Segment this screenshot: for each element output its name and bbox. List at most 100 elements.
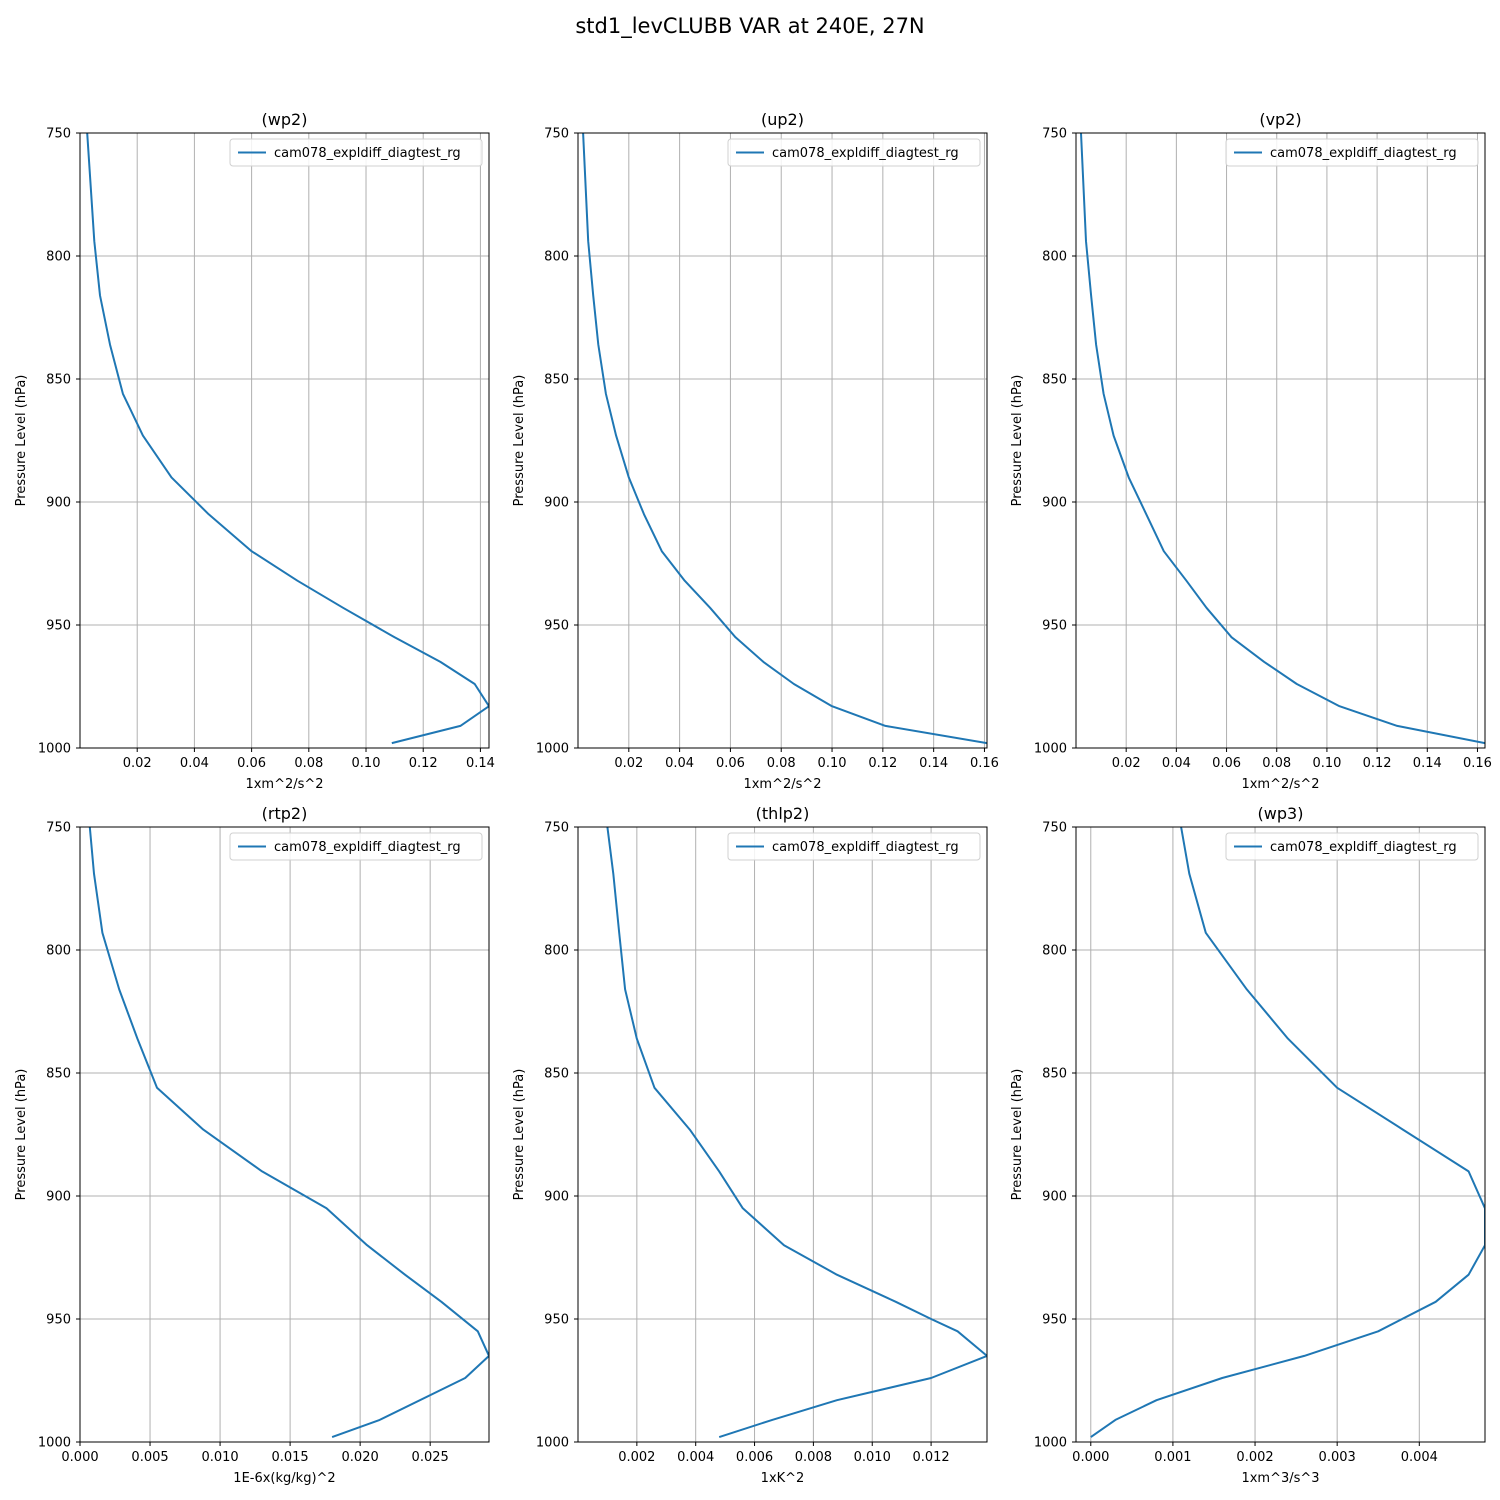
y-axis-label: Pressure Level (hPa)	[1010, 1069, 1025, 1201]
x-axis-label: 1E-6x(kg/kg)^2	[233, 1471, 335, 1486]
x-tick-label: 0.12	[868, 756, 897, 771]
x-tick-label: 0.04	[1162, 756, 1191, 771]
legend-box	[1225, 832, 1479, 861]
y-tick-label: 900	[1042, 1190, 1067, 1205]
y-tick-label: 800	[1042, 944, 1067, 959]
legend-label: cam078_expldiff_diagtest_rg	[274, 840, 461, 855]
legend-label: cam078_expldiff_diagtest_rg	[772, 840, 959, 855]
x-axis-label: 1xm^2/s^2	[743, 777, 821, 792]
chart-panel: 0.000 0.005 0.010 0.015 0.020 0.025 750 800 850 9…	[14, 804, 490, 1486]
x-tick-label: 0.003	[1319, 1450, 1356, 1465]
x-axis-label: 1xm^2/s^2	[1241, 777, 1319, 792]
y-tick-label: 750	[544, 127, 569, 142]
y-tick-label: 950	[1042, 1313, 1067, 1328]
chart-panel: 0.02 0.04 0.06 0.08 0.10 0.12 0.14 0.16 750 800 85…	[512, 110, 999, 792]
x-tick-label: 0.10	[1312, 756, 1341, 771]
y-axis-label: Pressure Level (hPa)	[14, 375, 29, 507]
panel-title: (rtp2)	[262, 804, 308, 823]
x-tick-label: 0.025	[412, 1450, 449, 1465]
panel-title: (wp2)	[262, 110, 308, 129]
y-tick-label: 1000	[38, 742, 71, 757]
y-tick-label: 750	[1042, 821, 1067, 836]
x-tick-label: 0.020	[342, 1450, 379, 1465]
y-tick-label: 850	[46, 1067, 71, 1082]
y-tick-label: 750	[1042, 127, 1067, 142]
x-tick-label: 0.02	[123, 756, 152, 771]
series-line	[582, 133, 987, 745]
y-tick-label: 750	[544, 821, 569, 836]
y-tick-label: 900	[46, 1190, 71, 1205]
x-tick-label: 0.012	[912, 1450, 949, 1465]
chart-panel: 0.02 0.04 0.06 0.08 0.10 0.12 0.14 750 800 850 900…	[14, 110, 495, 792]
y-tick-label: 800	[46, 250, 71, 265]
plot-frame	[1075, 826, 1486, 1443]
x-tick-label: 0.08	[767, 756, 796, 771]
x-tick-label: 0.010	[201, 1450, 238, 1465]
x-tick-label: 0.04	[665, 756, 694, 771]
x-tick-label: 0.06	[716, 756, 745, 771]
x-tick-label: 0.000	[61, 1450, 98, 1465]
legend-box	[229, 832, 483, 861]
y-tick-label: 950	[544, 619, 569, 634]
y-tick-label: 1000	[1034, 1436, 1067, 1451]
x-axis-label: 1xm^3/s^3	[1241, 1471, 1319, 1486]
y-tick-label: 800	[46, 944, 71, 959]
x-tick-label: 0.004	[677, 1450, 714, 1465]
y-tick-label: 950	[46, 1313, 71, 1328]
panel-title: (up2)	[761, 110, 804, 129]
x-tick-label: 0.001	[1154, 1450, 1191, 1465]
panel-title: (wp3)	[1258, 804, 1304, 823]
y-tick-label: 900	[1042, 496, 1067, 511]
chart-panel: 0.02 0.04 0.06 0.08 0.10 0.12 0.14 0.16 750 800 85…	[1010, 110, 1492, 792]
legend-box	[727, 138, 981, 167]
x-tick-label: 0.14	[1413, 756, 1442, 771]
y-tick-label: 750	[46, 821, 71, 836]
panel-title: (vp2)	[1259, 110, 1301, 129]
y-tick-label: 850	[1042, 1067, 1067, 1082]
legend-label: cam078_expldiff_diagtest_rg	[772, 146, 959, 161]
series-line	[1090, 827, 1485, 1438]
y-tick-label: 750	[46, 127, 71, 142]
y-tick-label: 950	[1042, 619, 1067, 634]
y-tick-label: 900	[46, 496, 71, 511]
x-tick-label: 0.10	[352, 756, 381, 771]
x-tick-label: 0.06	[1212, 756, 1241, 771]
plot-frame	[1075, 132, 1486, 749]
x-tick-label: 0.002	[1236, 1450, 1273, 1465]
plot-frame	[79, 826, 490, 1443]
y-tick-label: 1000	[1034, 742, 1067, 757]
y-tick-label: 900	[544, 496, 569, 511]
x-tick-label: 0.12	[1363, 756, 1392, 771]
x-tick-label: 0.14	[919, 756, 948, 771]
series-line	[86, 133, 489, 745]
legend-box	[727, 832, 981, 861]
y-tick-label: 800	[1042, 250, 1067, 265]
x-tick-label: 0.06	[237, 756, 266, 771]
y-axis-label: Pressure Level (hPa)	[512, 375, 527, 507]
y-axis-label: Pressure Level (hPa)	[1010, 375, 1025, 507]
series-line	[88, 827, 489, 1439]
x-axis-label: 1xm^2/s^2	[245, 777, 323, 792]
y-tick-label: 1000	[536, 742, 569, 757]
y-tick-label: 950	[544, 1313, 569, 1328]
y-tick-label: 850	[544, 373, 569, 388]
plot-frame	[79, 132, 490, 749]
x-tick-label: 0.04	[180, 756, 209, 771]
y-axis-label: Pressure Level (hPa)	[512, 1069, 527, 1201]
y-tick-label: 900	[544, 1190, 569, 1205]
y-axis-label: Pressure Level (hPa)	[14, 1069, 29, 1201]
x-axis-label: 1xK^2	[761, 1471, 805, 1486]
figure-title: std1_levCLUBB VAR at 240E, 27N	[575, 14, 925, 38]
legend-label: cam078_expldiff_diagtest_rg	[274, 146, 461, 161]
plot-frame	[577, 826, 988, 1443]
y-tick-label: 850	[46, 373, 71, 388]
y-tick-label: 800	[544, 250, 569, 265]
x-tick-label: 0.015	[271, 1450, 308, 1465]
x-tick-label: 0.02	[1112, 756, 1141, 771]
chart-panel: 0.002 0.004 0.006 0.008 0.010 0.012 750 800 850 9…	[512, 804, 988, 1486]
y-tick-label: 950	[46, 619, 71, 634]
plot-frame	[577, 132, 988, 749]
y-tick-label: 850	[544, 1067, 569, 1082]
y-tick-label: 1000	[38, 1436, 71, 1451]
